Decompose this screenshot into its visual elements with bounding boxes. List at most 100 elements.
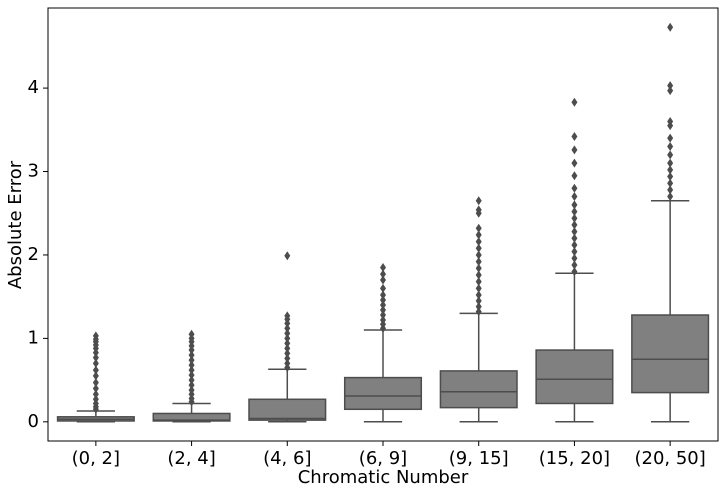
outlier [571,233,578,243]
outlier [475,296,482,306]
outlier [475,263,482,273]
outlier [475,307,482,317]
outlier [571,192,578,202]
outlier [380,295,386,305]
outlier [667,165,674,175]
x-tick-label: (2, 4] [167,448,215,469]
outlier [571,253,578,263]
outlier [667,86,674,96]
outlier [571,207,578,217]
outlier [667,133,674,143]
box [439,370,518,409]
outlier [188,370,195,380]
outlier [284,353,291,363]
x-axis-label: Chromatic Number [298,467,469,488]
outlier [475,250,482,260]
outlier [571,213,578,223]
box [248,398,327,421]
outlier [92,371,99,381]
outlier [475,283,482,293]
outlier [667,178,674,188]
outlier [188,355,195,365]
outlier [92,365,99,375]
outlier [667,185,674,195]
x-tick-label: (9, 15] [449,448,509,469]
outlier [188,329,195,339]
outlier [284,348,291,358]
outlier [284,358,291,368]
x-tick-label: (0, 2] [72,448,120,469]
outlier [284,338,291,348]
outlier [92,358,99,368]
outlier [571,267,578,277]
outlier [571,247,578,257]
outlier [571,220,578,230]
outlier [380,300,386,310]
outlier [667,116,674,126]
outlier [92,389,99,399]
x-tick-label: (4, 6] [263,448,311,469]
outlier [92,383,99,393]
outlier [475,196,482,206]
outlier [284,311,291,321]
y-axis-label: Absolute Error [5,160,26,289]
outlier [475,230,482,240]
outlier [571,131,578,141]
outlier [284,323,291,333]
outlier [188,350,195,360]
outlier [92,378,99,388]
outlier [475,270,482,280]
outlier [667,81,674,91]
outlier [380,262,386,272]
outlier [92,353,99,363]
y-tick-label: 2 [28,244,39,265]
outlier [475,243,482,253]
y-tick-label: 4 [28,77,39,98]
outlier [380,275,386,285]
outlier [571,158,578,168]
outlier [667,192,674,202]
outlier [667,141,674,151]
outlier [571,260,578,270]
outlier [475,205,482,215]
outlier [667,22,674,32]
outlier [571,171,578,181]
outlier [188,380,195,390]
outlier [571,200,578,210]
outlier [380,283,386,293]
outlier [571,183,578,193]
outlier [188,365,195,375]
x-tick-label: (20, 50] [634,448,705,469]
outlier [571,240,578,250]
outlier [475,302,482,312]
plot-frame [47,7,719,442]
outlier [475,237,482,247]
outlier [188,360,195,370]
outlier [475,223,482,233]
y-tick-label: 0 [28,411,39,432]
outlier [475,290,482,300]
outlier [475,257,482,267]
outlier [667,172,674,182]
outlier [667,158,674,168]
outlier [380,310,386,320]
outlier [571,97,578,107]
outlier [380,290,386,300]
y-tick-label: 1 [28,327,39,348]
outlier [188,375,195,385]
outlier [380,315,386,325]
outlier [571,145,578,155]
outlier [284,251,291,261]
outlier [188,385,195,395]
outlier [475,277,482,287]
box [343,376,423,411]
outlier [380,305,386,315]
outlier [284,328,291,338]
box [535,349,614,405]
outlier [284,333,291,343]
outlier [92,331,99,341]
outlier [92,394,99,404]
outlier [667,150,674,160]
y-tick-label: 3 [28,161,39,182]
